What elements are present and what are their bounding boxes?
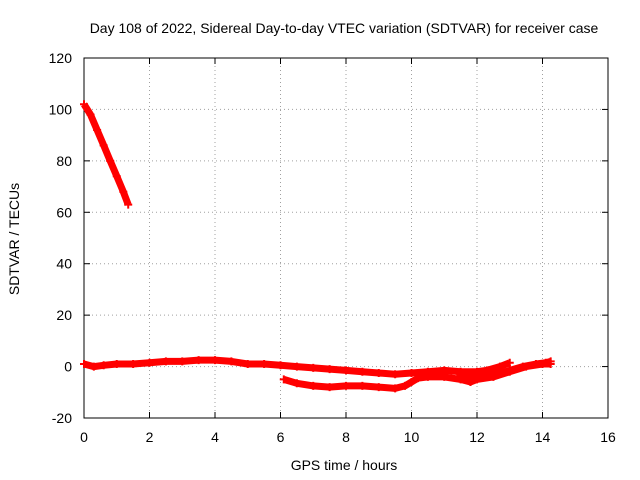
data-point — [518, 362, 527, 371]
data-point — [119, 187, 128, 196]
data-point — [178, 357, 187, 366]
y-tick-label: 120 — [49, 50, 73, 66]
data-point — [546, 357, 555, 366]
data-point — [505, 358, 514, 367]
x-tick-label: 0 — [80, 429, 88, 445]
data-point — [99, 141, 108, 150]
data-point — [129, 360, 138, 368]
data-point — [89, 362, 98, 371]
data-point — [80, 100, 88, 109]
x-tick-label: 16 — [600, 429, 616, 445]
x-tick-label: 2 — [146, 429, 154, 445]
data-point — [325, 365, 334, 374]
x-tick-label: 10 — [404, 429, 420, 445]
axis-ticks: 0 2 4 6 8 10 12 14 16 -20 0 20 40 60 80 100 120 — [49, 50, 616, 445]
y-tick-label: 80 — [56, 153, 72, 169]
data-point — [407, 369, 416, 377]
data-point — [80, 360, 88, 368]
y-tick-label: -20 — [52, 410, 72, 426]
y-tick-label: 0 — [64, 359, 72, 375]
y-axis-label: SDTVAR / TECUs — [6, 183, 22, 295]
series-arc-1 — [81, 102, 132, 206]
data-point — [276, 361, 285, 370]
y-tick-label: 100 — [49, 101, 73, 117]
x-axis-label: GPS time / hours — [291, 457, 398, 473]
data-point — [495, 362, 504, 371]
data-point — [112, 360, 121, 368]
data-point — [86, 110, 95, 119]
data-point — [292, 362, 301, 371]
data-point — [391, 370, 400, 379]
data-point — [93, 126, 102, 134]
data-point — [243, 360, 252, 368]
data-point — [358, 381, 367, 390]
data-point — [161, 357, 170, 366]
data-point — [309, 363, 318, 372]
data-point — [342, 366, 350, 375]
data-point — [342, 381, 350, 390]
y-tick-label: 20 — [56, 307, 72, 323]
data-point — [505, 366, 514, 375]
data-point — [106, 156, 115, 165]
data-point — [473, 374, 481, 383]
data-point — [292, 379, 301, 388]
data-point — [112, 172, 121, 181]
data-point — [260, 360, 269, 368]
data-point — [211, 356, 219, 365]
data-series — [80, 100, 555, 393]
x-tick-label: 8 — [342, 429, 350, 445]
data-point — [309, 381, 318, 390]
data-point — [124, 200, 133, 209]
data-point — [440, 372, 449, 381]
data-point — [374, 383, 383, 392]
data-point — [358, 367, 367, 376]
data-point — [541, 358, 550, 367]
data-point — [194, 356, 203, 365]
data-point — [463, 374, 472, 383]
data-point — [374, 369, 383, 377]
data-point — [391, 384, 400, 393]
data-point — [145, 358, 154, 367]
series-arc-4 — [456, 358, 552, 382]
data-point — [227, 357, 236, 366]
y-tick-label: 40 — [56, 256, 72, 272]
data-point — [414, 374, 423, 383]
data-point — [99, 361, 108, 370]
x-tick-label: 14 — [535, 429, 551, 445]
data-point — [407, 378, 416, 386]
y-tick-label: 60 — [56, 204, 72, 220]
data-point — [423, 372, 432, 381]
x-tick-label: 4 — [211, 429, 219, 445]
x-tick-label: 6 — [277, 429, 285, 445]
data-point — [453, 372, 462, 381]
x-tick-label: 12 — [469, 429, 485, 445]
data-point — [325, 383, 334, 392]
data-point — [279, 375, 288, 384]
data-point — [492, 370, 501, 379]
data-point — [400, 381, 409, 390]
data-point — [531, 360, 540, 368]
chart-title: Day 108 of 2022, Sidereal Day-to-day VTE… — [90, 20, 599, 36]
data-point — [482, 372, 491, 381]
grid — [84, 58, 608, 418]
